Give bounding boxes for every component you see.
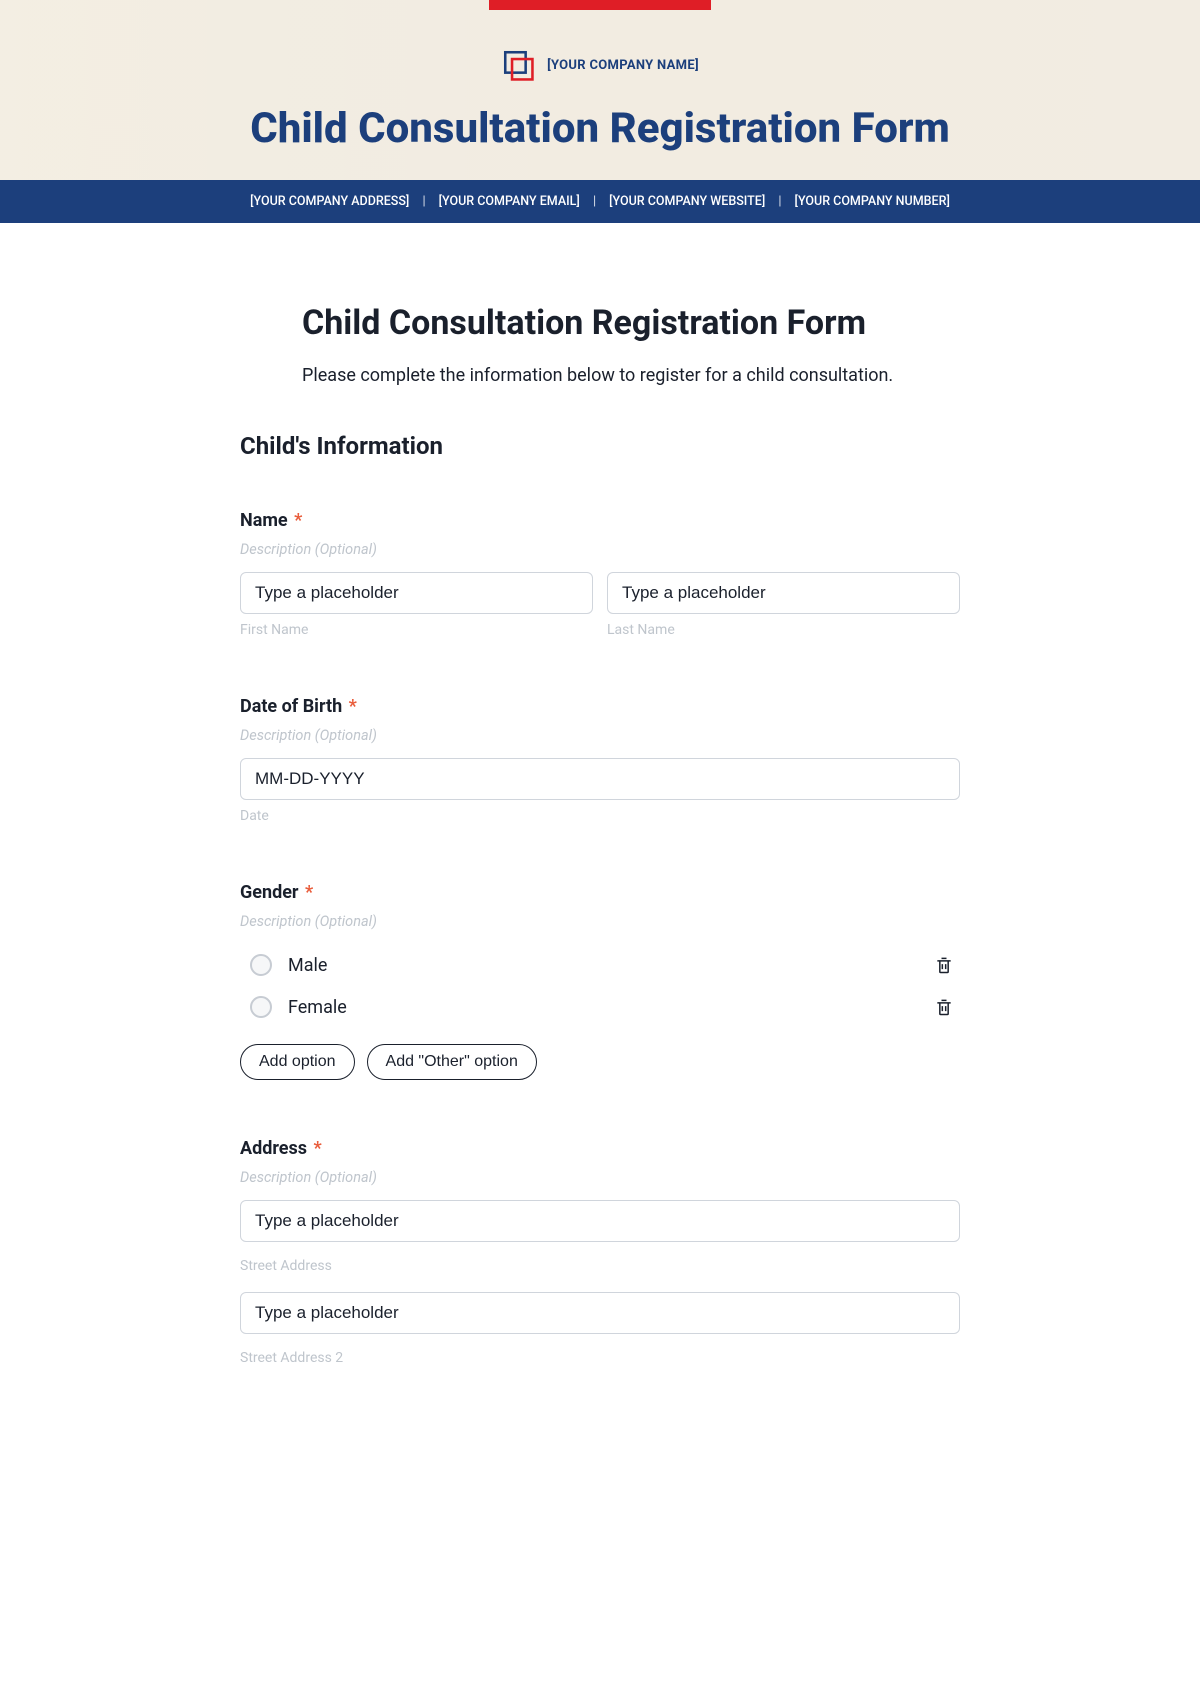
- dob-label: Date of Birth *: [240, 696, 960, 717]
- field-dob: Date of Birth * Description (Optional) D…: [240, 696, 960, 824]
- required-marker: *: [349, 696, 357, 717]
- form-content: Child Consultation Registration Form Ple…: [220, 223, 980, 1444]
- first-name-sublabel: First Name: [240, 622, 593, 638]
- address-label: Address *: [240, 1138, 960, 1159]
- form-title: Child Consultation Registration Form: [240, 303, 960, 343]
- dob-description[interactable]: Description (Optional): [240, 727, 960, 744]
- company-website: [YOUR COMPANY WEBSITE]: [609, 194, 765, 209]
- gender-option-male[interactable]: Male: [240, 944, 960, 986]
- add-option-button[interactable]: Add option: [240, 1044, 355, 1080]
- gender-description[interactable]: Description (Optional): [240, 913, 960, 930]
- first-name-input[interactable]: [240, 572, 593, 614]
- radio-label-female: Female: [288, 997, 347, 1018]
- required-marker: *: [305, 882, 313, 903]
- street-address-2-sublabel: Street Address 2: [240, 1350, 960, 1366]
- form-subtitle: Please complete the information below to…: [240, 365, 960, 386]
- last-name-input[interactable]: [607, 572, 960, 614]
- separator: |: [778, 194, 781, 209]
- separator: |: [593, 194, 596, 209]
- dob-input[interactable]: [240, 758, 960, 800]
- hero-banner: [YOUR COMPANY NAME] Child Consultation R…: [0, 0, 1200, 180]
- gender-label: Gender *: [240, 882, 960, 903]
- hero-accent-bar: [489, 0, 711, 10]
- section-childs-information: Child's Information: [240, 432, 960, 460]
- company-address: [YOUR COMPANY ADDRESS]: [250, 194, 409, 209]
- field-name: Name * Description (Optional) First Name…: [240, 510, 960, 638]
- address-description[interactable]: Description (Optional): [240, 1169, 960, 1186]
- dob-label-text: Date of Birth: [240, 696, 342, 717]
- name-label: Name *: [240, 510, 960, 531]
- company-number: [YOUR COMPANY NUMBER]: [795, 194, 950, 209]
- gender-label-text: Gender: [240, 882, 299, 903]
- address-label-text: Address: [240, 1138, 307, 1159]
- required-marker: *: [313, 1138, 321, 1159]
- trash-icon[interactable]: [934, 996, 954, 1018]
- name-description[interactable]: Description (Optional): [240, 541, 960, 558]
- separator: |: [422, 194, 425, 209]
- hero-title: Child Consultation Registration Form: [0, 104, 1200, 153]
- trash-icon[interactable]: [934, 954, 954, 976]
- name-label-text: Name: [240, 510, 288, 531]
- hero-logo-row: [YOUR COMPANY NAME]: [0, 0, 1200, 82]
- street-address-sublabel: Street Address: [240, 1258, 960, 1274]
- radio-icon[interactable]: [250, 996, 272, 1018]
- street-address-input[interactable]: [240, 1200, 960, 1242]
- street-address-2-input[interactable]: [240, 1292, 960, 1334]
- field-address: Address * Description (Optional) Street …: [240, 1138, 960, 1366]
- company-logo-icon: [501, 48, 535, 82]
- add-other-option-button[interactable]: Add "Other" option: [367, 1044, 537, 1080]
- company-email: [YOUR COMPANY EMAIL]: [439, 194, 580, 209]
- last-name-sublabel: Last Name: [607, 622, 960, 638]
- gender-option-female[interactable]: Female: [240, 986, 960, 1028]
- company-info-bar: [YOUR COMPANY ADDRESS] | [YOUR COMPANY E…: [0, 180, 1200, 223]
- field-gender: Gender * Description (Optional) Male Fem…: [240, 882, 960, 1080]
- radio-icon[interactable]: [250, 954, 272, 976]
- dob-sublabel: Date: [240, 808, 960, 824]
- company-name: [YOUR COMPANY NAME]: [547, 58, 699, 73]
- radio-label-male: Male: [288, 955, 327, 976]
- required-marker: *: [294, 510, 302, 531]
